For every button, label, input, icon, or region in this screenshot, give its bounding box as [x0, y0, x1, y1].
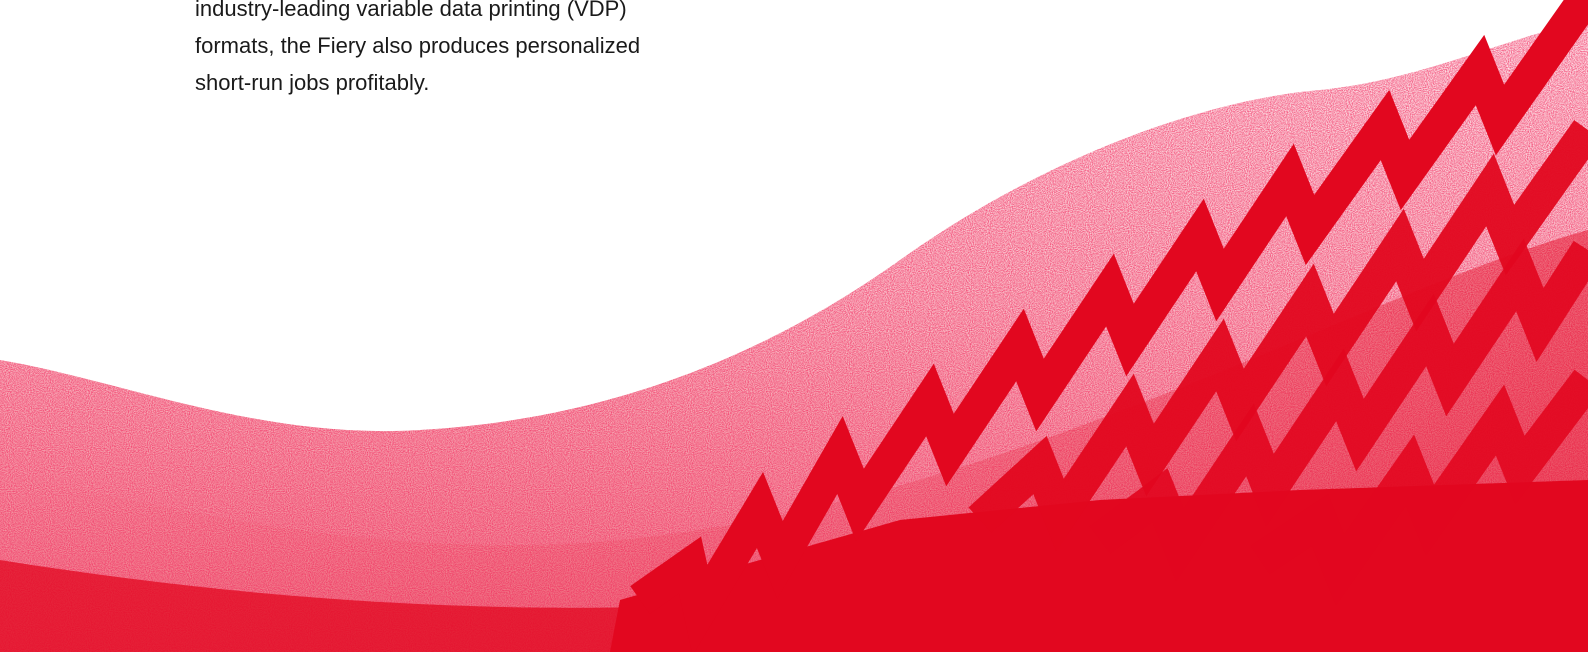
solid-red-base — [610, 480, 1588, 652]
body-line-3: short-run jobs profitably. — [195, 70, 430, 95]
body-line-1: industry-leading variable data printing … — [195, 0, 627, 21]
body-line-2: formats, the Fiery also produces persona… — [195, 33, 641, 58]
body-paragraph: industry-leading variable data printing … — [195, 0, 715, 101]
zigzag-ribbons — [630, 0, 1588, 652]
